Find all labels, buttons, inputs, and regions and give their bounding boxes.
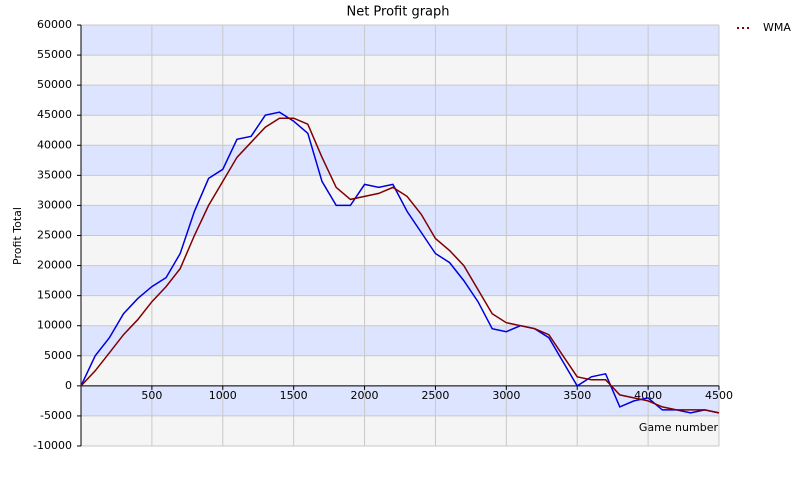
band bbox=[81, 115, 719, 146]
band bbox=[81, 235, 719, 266]
y-tick-label: 0 bbox=[65, 379, 72, 392]
band bbox=[81, 415, 719, 446]
band bbox=[81, 265, 719, 296]
x-tick-label: 4000 bbox=[634, 389, 662, 402]
x-tick-label: 500 bbox=[141, 389, 162, 402]
x-axis-label: Game number bbox=[639, 421, 719, 434]
band bbox=[81, 145, 719, 176]
y-tick-label: 50000 bbox=[37, 78, 72, 91]
band bbox=[81, 355, 719, 386]
band bbox=[81, 85, 719, 116]
x-tick-label: 4500 bbox=[705, 389, 733, 402]
y-tick-label: 45000 bbox=[37, 108, 72, 121]
x-tick-label: 3500 bbox=[563, 389, 591, 402]
y-tick-label: 55000 bbox=[37, 48, 72, 61]
y-tick-label: 30000 bbox=[37, 198, 72, 211]
x-tick-label: 3000 bbox=[492, 389, 520, 402]
x-tick-label: 1500 bbox=[280, 389, 308, 402]
y-tick-label: 20000 bbox=[37, 259, 72, 272]
band bbox=[81, 295, 719, 326]
y-tick-label: 35000 bbox=[37, 168, 72, 181]
y-tick-label: 40000 bbox=[37, 138, 72, 151]
band bbox=[81, 385, 719, 416]
y-tick-label: 5000 bbox=[44, 349, 72, 362]
y-tick-label: 10000 bbox=[37, 319, 72, 332]
chart-title: Net Profit graph bbox=[346, 5, 449, 20]
y-tick-label: -10000 bbox=[33, 439, 72, 452]
y-tick-label: 15000 bbox=[37, 289, 72, 302]
band bbox=[81, 175, 719, 206]
series-line bbox=[80, 111, 720, 414]
x-tick-label: 1000 bbox=[209, 389, 237, 402]
band bbox=[81, 55, 719, 86]
legend-label: WMA bbox=[763, 21, 791, 34]
y-tick-label: -5000 bbox=[40, 409, 72, 422]
band bbox=[81, 325, 719, 356]
band bbox=[81, 205, 719, 236]
band bbox=[81, 25, 719, 56]
series-line bbox=[80, 117, 720, 414]
x-tick-label: 2000 bbox=[351, 389, 379, 402]
y-tick-label: 25000 bbox=[37, 229, 72, 242]
y-tick-label: 60000 bbox=[37, 18, 72, 31]
y-axis-label: Profit Total bbox=[11, 207, 24, 265]
x-tick-label: 2500 bbox=[421, 389, 449, 402]
